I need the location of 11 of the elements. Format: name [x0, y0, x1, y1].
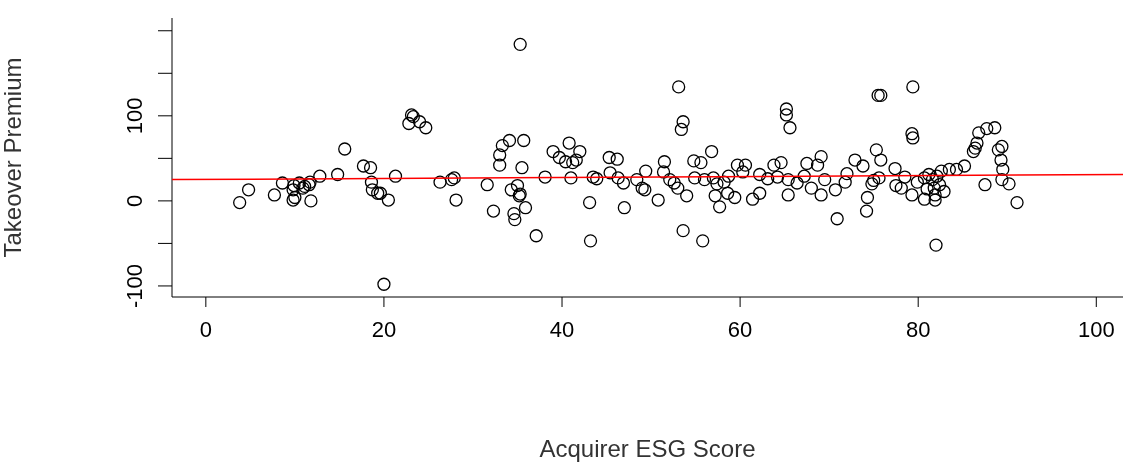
x-tick-label: 0	[199, 316, 212, 342]
y-tick-label: 0	[122, 194, 147, 208]
x-tick-label: 40	[549, 316, 575, 342]
x-tick-label: 100	[1077, 316, 1115, 342]
x-tick-label: 80	[905, 316, 931, 342]
x-tick-label: 20	[371, 316, 397, 342]
x-tick-label: 60	[727, 316, 753, 342]
y-axis-title: Takeover Premium	[0, 57, 26, 258]
y-tick-label: 100	[122, 97, 147, 135]
y-tick-label: -100	[122, 263, 147, 308]
x-axis-title: Acquirer ESG Score	[539, 435, 756, 462]
